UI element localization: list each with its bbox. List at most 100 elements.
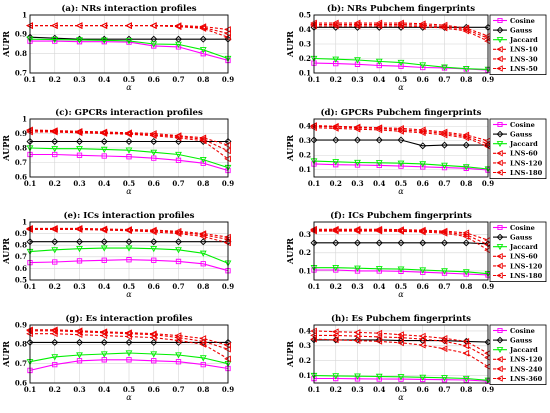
data-point	[27, 367, 33, 374]
data-point	[419, 239, 427, 247]
x-tick-label: 0.8	[197, 75, 209, 84]
data-point	[125, 245, 133, 252]
x-tick-label: 0.3	[351, 282, 363, 291]
data-point	[76, 246, 83, 253]
legend-label: Gauss	[510, 337, 532, 345]
plot-frame	[29, 118, 229, 178]
x-tick-label: 0.8	[197, 179, 209, 188]
y-tick-label: 0.1	[299, 371, 311, 380]
data-point	[175, 238, 182, 246]
data-point	[331, 336, 339, 344]
data-point	[27, 151, 33, 158]
plot-frame	[29, 14, 229, 74]
series-line	[314, 334, 489, 359]
x-tick-label: 0.6	[148, 75, 160, 84]
legend-label: LNS-50	[510, 65, 538, 73]
series-line	[314, 339, 489, 343]
data-point	[441, 65, 448, 71]
data-point	[199, 23, 207, 30]
y-axis-label: AUPR	[1, 341, 11, 368]
data-point	[440, 335, 448, 342]
data-point	[150, 351, 158, 358]
data-point	[462, 342, 470, 350]
plot-frame	[313, 14, 489, 74]
legend-label: Gauss	[510, 234, 532, 242]
legend-label: LNS-120	[510, 356, 543, 364]
data-point	[375, 58, 383, 65]
y-tick-label: 0.7	[15, 359, 27, 368]
series-gauss-1	[310, 136, 492, 150]
data-point	[50, 22, 58, 30]
x-tick-label: 0.4	[373, 282, 385, 291]
legend-marker	[497, 17, 503, 24]
x-tick-label: 0.6	[417, 75, 429, 84]
x-tick-label: 0.5	[395, 385, 407, 394]
y-tick-label: 0.6	[15, 378, 27, 387]
chart-title: (d): GPCRs Pubchem fingerprints	[320, 107, 481, 118]
data-point	[375, 136, 383, 144]
data-point	[353, 332, 361, 340]
y-tick-label: 0.6	[15, 172, 27, 181]
legend-label: Jaccard	[509, 243, 538, 251]
y-tick-label: 0.5	[299, 10, 311, 19]
data-point	[125, 22, 132, 30]
legend-marker	[496, 336, 504, 344]
data-point	[150, 149, 158, 156]
y-tick-label: 0.8	[15, 340, 27, 349]
data-point	[76, 152, 83, 158]
x-tick-label: 0.7	[172, 385, 184, 394]
data-point	[332, 56, 340, 63]
legend-label: Jaccard	[509, 346, 538, 354]
x-axis-label: α	[398, 83, 404, 92]
data-point	[51, 354, 59, 361]
x-tick-label: 0.7	[438, 385, 450, 394]
data-point	[397, 136, 405, 144]
data-point	[126, 257, 132, 263]
y-tick-label: 0.6	[15, 264, 27, 273]
data-point	[375, 337, 383, 345]
x-tick-label: 0.1	[24, 385, 36, 394]
data-point	[332, 265, 340, 272]
x-tick-label: 0.9	[222, 75, 234, 84]
legend-marker	[496, 233, 504, 241]
data-point	[151, 257, 157, 263]
x-tick-label: 0.4	[98, 75, 110, 84]
data-point	[441, 337, 448, 345]
y-axis-label: AUPR	[285, 238, 295, 265]
series-line	[29, 259, 229, 272]
plot-frame	[313, 118, 489, 178]
y-axis-label: AUPR	[1, 135, 11, 162]
data-point	[175, 247, 182, 254]
data-point	[440, 21, 448, 29]
x-tick-label: 0.3	[351, 75, 363, 84]
x-tick-label: 0.5	[395, 75, 407, 84]
x-tick-label: 0.7	[438, 75, 450, 84]
legend-marker	[497, 327, 503, 334]
chart-panel-0: (a): NRs interaction profiles 0.1 0.2 0.3 0.…	[1, 3, 234, 92]
legend-marker	[496, 272, 503, 279]
legend-label: LNS-360	[510, 375, 543, 383]
data-point	[375, 333, 383, 341]
series-line	[30, 228, 229, 244]
data-point	[462, 337, 470, 345]
data-point	[375, 373, 383, 381]
series-line	[313, 57, 489, 70]
data-point	[149, 226, 157, 234]
data-point	[51, 36, 59, 44]
data-point	[462, 269, 470, 276]
data-point	[76, 258, 83, 264]
data-point	[199, 47, 207, 54]
series-line	[30, 228, 229, 240]
data-point	[397, 226, 404, 233]
data-point	[125, 129, 132, 137]
data-point	[199, 156, 207, 164]
data-point	[149, 22, 157, 30]
series-line	[30, 131, 229, 160]
data-point	[75, 327, 83, 335]
y-axis-label: AUPR	[1, 31, 11, 58]
x-tick-label: 0.4	[98, 282, 110, 291]
data-point	[52, 151, 58, 158]
x-tick-label: 0.8	[460, 282, 472, 291]
plot-frame	[313, 324, 489, 384]
legend-marker	[496, 169, 503, 176]
